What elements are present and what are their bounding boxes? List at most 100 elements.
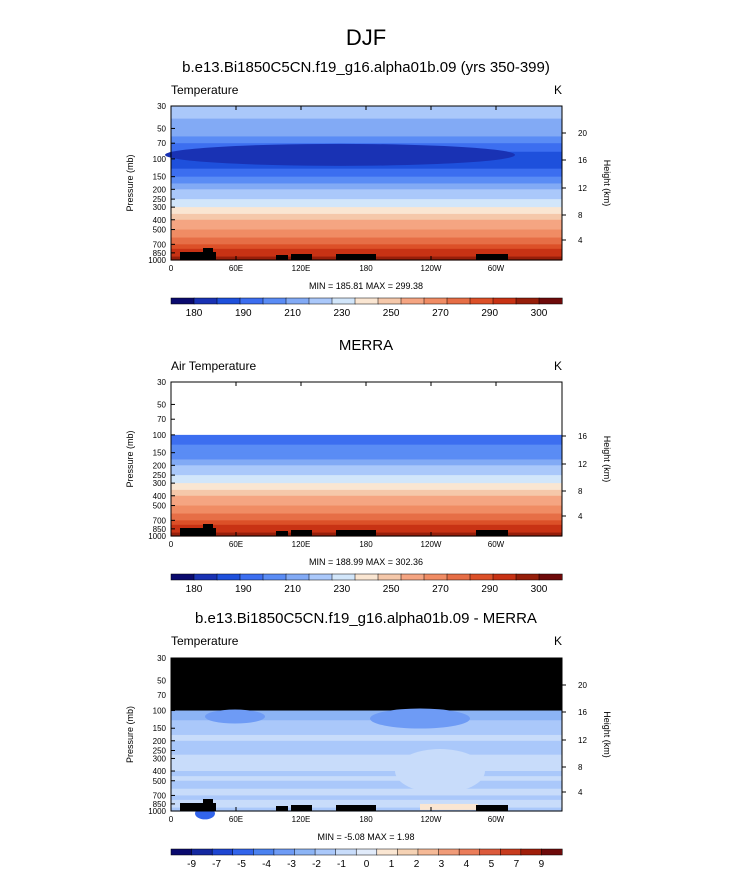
height-tick-label: 20: [578, 129, 587, 138]
field-band: [171, 452, 562, 461]
colorbar-swatch: [216, 573, 241, 581]
field-band: [171, 799, 562, 805]
height-tick-label: 16: [578, 708, 587, 717]
field-band: [171, 194, 562, 200]
colorbar-swatch: [216, 297, 241, 305]
field-band: [171, 434, 562, 446]
pressure-tick-label: 850: [153, 525, 167, 534]
pressure-tick-label: 30: [157, 102, 166, 111]
field-band: [171, 694, 562, 705]
topography: [276, 806, 288, 811]
field-band: [171, 734, 562, 742]
field-band: [171, 500, 562, 507]
colorbar-label: 250: [383, 308, 400, 319]
colorbar-swatch: [355, 848, 378, 856]
height-axis-label: Height (km): [602, 711, 612, 758]
lon-tick-label: 0: [169, 540, 174, 549]
pressure-tick-label: 200: [153, 737, 167, 746]
colorbar-swatch: [294, 848, 316, 856]
pressure-tick-label: 50: [157, 124, 166, 133]
colorbar-label: 0: [364, 859, 370, 870]
colorbar-swatch: [397, 848, 419, 856]
pressure-tick-label: 400: [153, 216, 167, 225]
colorbar-label: -3: [287, 859, 296, 870]
colorbar-label: 270: [432, 308, 449, 319]
field-band: [171, 427, 562, 436]
colorbar-swatch: [469, 573, 494, 581]
field-band: [171, 207, 562, 215]
cold-anomaly-region: [205, 709, 265, 724]
colorbar-label: 180: [186, 584, 203, 595]
pressure-tick-label: 250: [153, 471, 167, 480]
lon-tick-label: 180: [359, 264, 373, 273]
field-band: [171, 780, 562, 790]
colorbar-swatch: [417, 848, 440, 856]
colorbar-swatch: [193, 573, 218, 581]
colorbar-swatch: [538, 573, 563, 581]
colorbar-label: -4: [262, 859, 271, 870]
colorbar-swatch: [377, 573, 402, 581]
height-axis-label: Height (km): [602, 436, 612, 483]
topography: [180, 528, 216, 536]
colorbar-swatch: [438, 848, 460, 856]
colorbar-swatch: [314, 848, 337, 856]
field-band: [171, 680, 562, 689]
field-band: [171, 470, 562, 476]
field-band: [171, 419, 562, 429]
field-band: [171, 740, 562, 747]
field-band: [171, 758, 562, 766]
colorbar-label: 180: [186, 308, 203, 319]
pressure-tick-label: 50: [157, 400, 166, 409]
panel-title: b.e13.Bi1850C5CN.f19_g16.alpha01b.09 (yr…: [182, 59, 550, 76]
pressure-axis-label: Pressure (mb): [125, 430, 135, 487]
topography: [203, 524, 213, 536]
height-tick-label: 20: [578, 681, 587, 690]
min-max-text: MIN = 188.99 MAX = 302.36: [309, 557, 423, 567]
colorbar-swatch: [262, 573, 287, 581]
pressure-tick-label: 1000: [148, 807, 166, 816]
cold-anomaly-region: [370, 708, 470, 729]
colorbar-label: 230: [334, 308, 351, 319]
colorbar-label: -5: [237, 859, 246, 870]
pressure-tick-label: 150: [153, 724, 167, 733]
pressure-tick-label: 700: [153, 240, 167, 249]
colorbar-swatch: [515, 297, 540, 305]
field-band: [171, 720, 562, 729]
colorbar-swatch: [479, 848, 501, 856]
height-tick-label: 8: [578, 211, 583, 220]
colorbar-swatch: [500, 848, 522, 856]
colorbar-label: 7: [514, 859, 520, 870]
pressure-axis-label: Pressure (mb): [125, 154, 135, 211]
colorbar-swatch: [285, 297, 310, 305]
colorbar-swatch: [492, 573, 517, 581]
topography: [476, 805, 508, 811]
colorbar-label: 250: [383, 584, 400, 595]
colorbar-label: 210: [284, 584, 301, 595]
pressure-tick-label: 100: [153, 155, 167, 164]
warm-anomaly-region: [420, 803, 478, 810]
pressure-axis-label: Pressure (mb): [125, 706, 135, 763]
colorbar-label: 5: [489, 859, 495, 870]
colorbar-swatch: [376, 848, 398, 856]
field-band: [171, 513, 562, 521]
field-band: [171, 444, 562, 454]
pressure-tick-label: 1000: [148, 532, 166, 541]
field-band: [171, 703, 562, 712]
field-band: [171, 520, 562, 526]
pressure-tick-label: 200: [153, 185, 167, 194]
pressure-tick-label: 500: [153, 777, 167, 786]
colorbar-swatch: [469, 297, 494, 305]
colorbar-swatch: [308, 573, 333, 581]
colorbar-label: 230: [334, 584, 351, 595]
panel-variable-label: Air Temperature: [171, 359, 256, 373]
pressure-tick-label: 700: [153, 516, 167, 525]
colorbar-swatch: [354, 573, 379, 581]
height-tick-label: 4: [578, 236, 583, 245]
colorbar-swatch: [335, 848, 357, 856]
lon-tick-label: 0: [169, 815, 174, 824]
field-band: [171, 479, 562, 484]
panel-title: MERRA: [339, 337, 393, 354]
field-band: [171, 505, 562, 515]
field-band: [171, 771, 562, 777]
field-band: [171, 750, 562, 756]
